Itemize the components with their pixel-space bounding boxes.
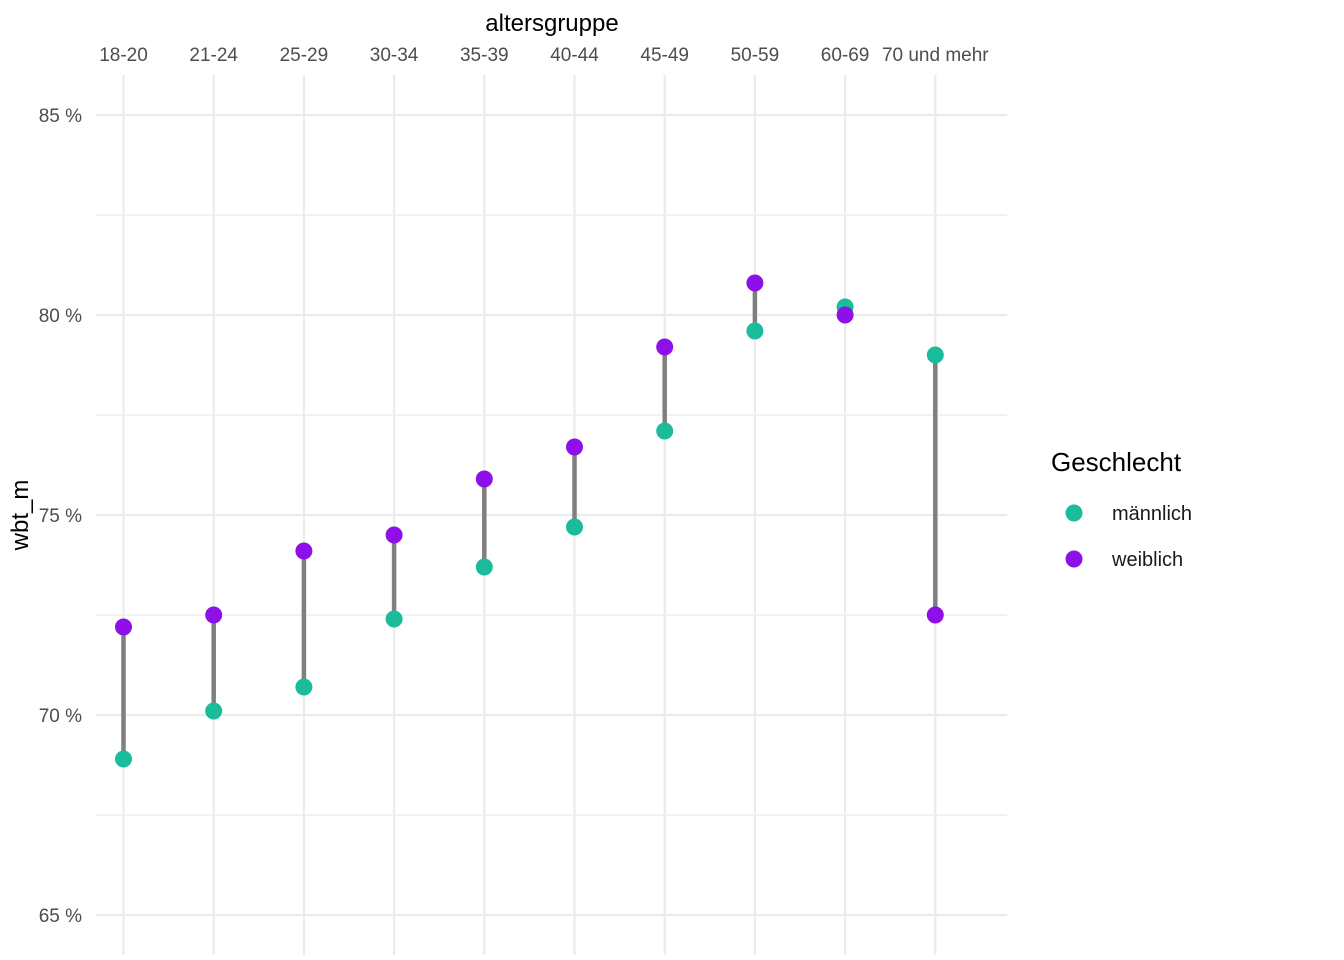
x-tick-label: 70 und mehr — [882, 45, 989, 66]
data-point — [295, 542, 313, 560]
x-tick-label: 25-29 — [280, 45, 329, 66]
legend-label: männlich — [1112, 503, 1192, 525]
y-tick-label: 70 % — [39, 706, 82, 727]
data-point — [656, 338, 674, 356]
legend-key — [1065, 550, 1083, 568]
connector-segments — [121, 283, 938, 759]
legend-items: männlich weiblich — [1065, 503, 1192, 571]
legend-title: Geschlecht — [1051, 447, 1182, 477]
data-point — [475, 558, 493, 576]
y-tick-label: 85 % — [39, 106, 82, 127]
data-point — [746, 274, 764, 292]
x-tick-label: 60-69 — [821, 45, 870, 66]
x-axis-title: altersgruppe — [485, 10, 618, 37]
data-point — [385, 610, 403, 628]
y-axis-tick-labels: 65 % 70 % 75 % 80 % 85 % — [39, 106, 82, 927]
data-point — [566, 438, 583, 456]
data-points — [115, 274, 944, 768]
x-tick-label: 45-49 — [640, 45, 689, 66]
legend: Geschlecht männlich weiblich — [1051, 447, 1192, 571]
data-point — [205, 702, 223, 720]
grid-major — [96, 75, 1007, 955]
x-tick-label: 35-39 — [460, 45, 509, 66]
x-axis-tick-labels: 18-20 21-24 25-29 30-34 35-39 40-44 45-49 50-59… — [99, 45, 989, 66]
legend-label: weiblich — [1111, 549, 1183, 571]
x-tick-label: 40-44 — [550, 45, 599, 66]
data-point — [385, 526, 403, 544]
data-point — [746, 322, 764, 340]
data-point — [205, 606, 223, 624]
x-tick-label: 50-59 — [731, 45, 780, 66]
data-point — [475, 470, 493, 488]
y-tick-label: 80 % — [39, 306, 82, 327]
data-point — [656, 422, 674, 440]
data-point — [115, 750, 132, 768]
data-point — [926, 606, 944, 624]
data-point — [566, 518, 583, 536]
x-tick-label: 21-24 — [189, 45, 238, 66]
x-tick-label: 30-34 — [370, 45, 419, 66]
data-point — [836, 306, 854, 324]
y-tick-label: 65 % — [39, 906, 82, 927]
y-axis-title: wbt_m — [7, 480, 34, 552]
data-point — [926, 346, 944, 364]
y-tick-label: 75 % — [39, 506, 82, 527]
data-point — [295, 678, 313, 696]
grid-minor — [96, 214, 1007, 816]
data-point — [115, 618, 132, 636]
x-tick-label: 18-20 — [99, 45, 148, 66]
legend-key — [1065, 504, 1083, 522]
